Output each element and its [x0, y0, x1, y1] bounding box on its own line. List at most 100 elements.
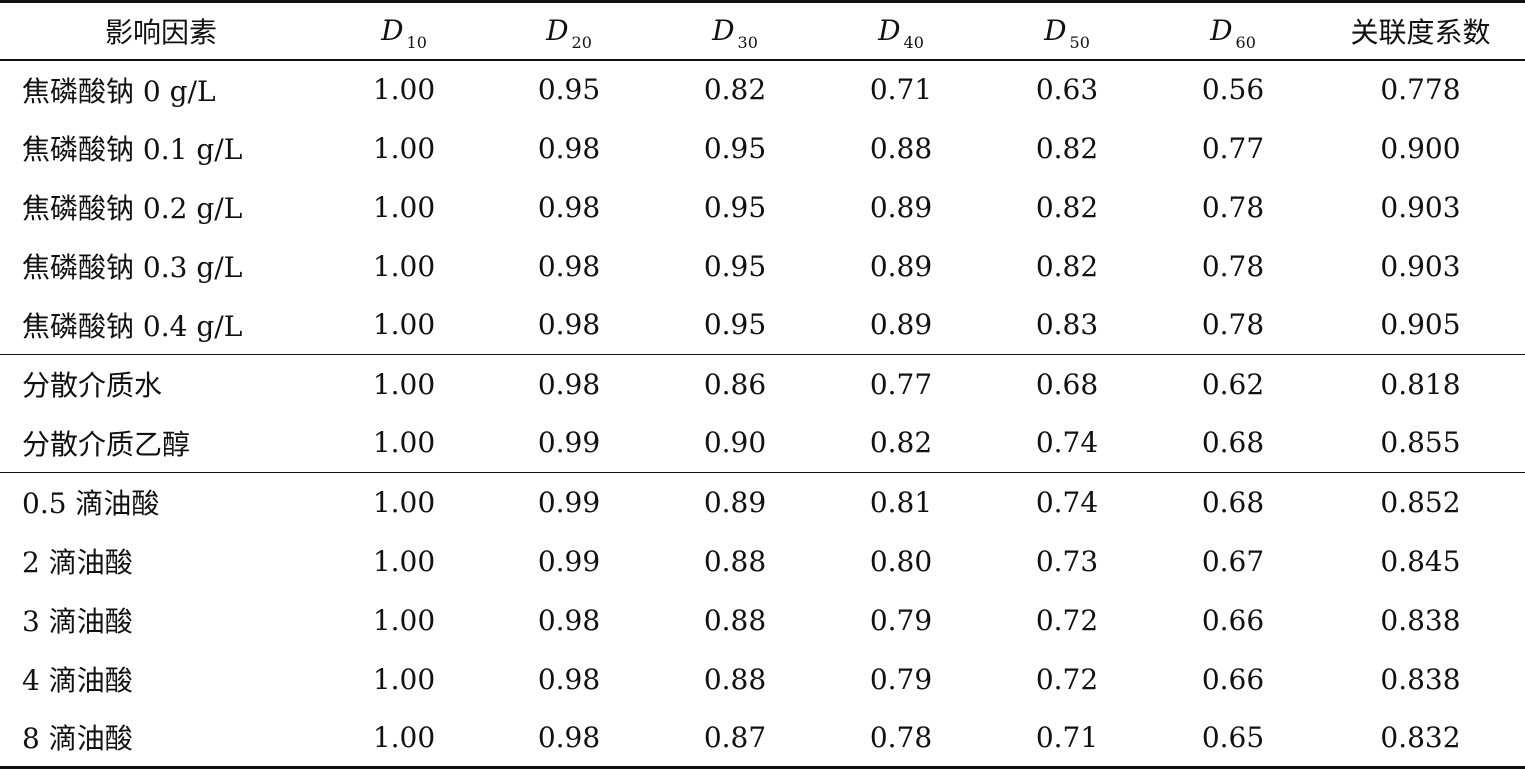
cell-d40: 0.78 — [818, 708, 984, 769]
cell-d20: 0.99 — [537, 544, 601, 578]
row-label: 8 滴油酸 — [0, 708, 322, 769]
header-coef: 关联度系数 — [1316, 0, 1525, 61]
cell-d30: 0.82 — [703, 73, 767, 106]
table-row: 焦磷酸钠 0.1 g/L 1.00 0.98 0.95 0.88 0.82 0.… — [0, 119, 1525, 178]
cell-d40: 0.71 — [869, 73, 933, 106]
cell-d50: 0.71 — [984, 708, 1150, 769]
cell-d50: 0.83 — [1035, 308, 1099, 342]
cell-d20: 0.98 — [537, 190, 601, 224]
header-d-symbol: D — [381, 14, 404, 48]
cell-d50: 0.73 — [1035, 544, 1099, 578]
cell-d60: 0.66 — [1201, 603, 1265, 637]
cell-d20: 0.98 — [537, 603, 601, 637]
cell-d40: 0.79 — [869, 603, 933, 637]
cell-d10: 1.00 — [372, 308, 436, 342]
cell-d50: 0.72 — [1035, 603, 1099, 637]
header-d-subscript: 10 — [406, 33, 427, 53]
header-d40: D 40 — [818, 0, 984, 61]
cell-coef: 0.818 — [1316, 354, 1525, 414]
cell-d30: 0.88 — [703, 544, 767, 578]
cell-coef: 0.845 — [1380, 544, 1461, 578]
cell-d20: 0.99 — [537, 426, 601, 460]
cell-d10: 1.00 — [322, 708, 486, 769]
cell-coef: 0.855 — [1380, 426, 1461, 460]
header-d-subscript: 40 — [903, 33, 924, 53]
cell-d50: 0.82 — [1035, 190, 1099, 224]
cell-d20: 0.98 — [537, 131, 601, 165]
table-row: 分散介质乙醇 1.00 0.99 0.90 0.82 0.74 0.68 0.8… — [0, 414, 1525, 473]
cell-d30: 0.87 — [652, 708, 818, 769]
cell-d20: 0.98 — [537, 249, 601, 283]
table-row: 焦磷酸钠 0.4 g/L 1.00 0.98 0.95 0.89 0.83 0.… — [0, 296, 1525, 355]
table-header: 影响因素 D 10 D 20 D 30 D 40 D 50 D 60 关联度系数 — [0, 0, 1525, 61]
cell-d40: 0.89 — [869, 190, 933, 224]
header-d50: D 50 — [984, 0, 1150, 61]
cell-d50: 0.63 — [1035, 73, 1099, 106]
cell-d40: 0.81 — [818, 472, 984, 532]
cell-d60: 0.78 — [1201, 190, 1265, 224]
header-d-subscript: 20 — [571, 33, 592, 53]
table-row: 8 滴油酸 1.00 0.98 0.87 0.78 0.71 0.65 0.83… — [0, 708, 1525, 769]
cell-d40: 0.89 — [869, 249, 933, 283]
cell-d20: 0.99 — [486, 472, 652, 532]
row-label: 焦磷酸钠 0 g/L — [22, 74, 216, 108]
cell-d30: 0.95 — [703, 190, 767, 224]
header-d-subscript: 60 — [1235, 33, 1256, 53]
cell-d10: 1.00 — [322, 354, 486, 414]
cell-d50: 0.68 — [984, 354, 1150, 414]
row-label: 焦磷酸钠 0.1 g/L — [22, 133, 243, 166]
cell-d50: 0.82 — [1035, 131, 1099, 165]
cell-d10: 1.00 — [372, 426, 436, 460]
cell-d30: 0.88 — [703, 662, 767, 696]
cell-d10: 1.00 — [372, 190, 436, 224]
table-body: 焦磷酸钠 0 g/L 1.00 0.95 0.82 0.71 0.63 0.56… — [0, 60, 1525, 769]
cell-coef: 0.900 — [1380, 131, 1461, 165]
header-row: 影响因素 D 10 D 20 D 30 D 40 D 50 D 60 关联度系数 — [0, 0, 1525, 61]
cell-d50: 0.74 — [984, 472, 1150, 532]
cell-coef: 0.838 — [1380, 662, 1461, 696]
table-row: 2 滴油酸 1.00 0.99 0.88 0.80 0.73 0.67 0.84… — [0, 532, 1525, 591]
cell-d30: 0.89 — [652, 472, 818, 532]
cell-d40: 0.79 — [869, 662, 933, 696]
table-row: 4 滴油酸 1.00 0.98 0.88 0.79 0.72 0.66 0.83… — [0, 650, 1525, 709]
cell-d40: 0.89 — [869, 308, 933, 342]
cell-d50: 0.82 — [1035, 249, 1099, 283]
cell-d10: 1.00 — [372, 249, 436, 283]
cell-d60: 0.62 — [1150, 354, 1316, 414]
cell-d60: 0.77 — [1201, 131, 1265, 165]
cell-d20: 0.98 — [537, 662, 601, 696]
header-factor: 影响因素 — [0, 0, 322, 61]
cell-coef: 0.852 — [1316, 472, 1525, 532]
cell-d10: 1.00 — [372, 603, 436, 637]
cell-d40: 0.82 — [869, 426, 933, 460]
cell-d60: 0.66 — [1201, 662, 1265, 696]
row-label: 3 滴油酸 — [22, 605, 133, 638]
header-d10: D 10 — [322, 0, 486, 61]
cell-d60: 0.68 — [1150, 472, 1316, 532]
table-row: 焦磷酸钠 0.2 g/L 1.00 0.98 0.95 0.89 0.82 0.… — [0, 178, 1525, 237]
cell-coef: 0.903 — [1380, 190, 1461, 224]
row-label: 4 滴油酸 — [22, 664, 133, 697]
cell-d30: 0.95 — [703, 308, 767, 342]
row-label: 焦磷酸钠 0.3 g/L — [22, 251, 243, 284]
table-row: 3 滴油酸 1.00 0.98 0.88 0.79 0.72 0.66 0.83… — [0, 591, 1525, 650]
cell-d60: 0.56 — [1201, 73, 1265, 106]
row-label: 2 滴油酸 — [22, 546, 133, 579]
cell-d40: 0.77 — [818, 354, 984, 414]
cell-d20: 0.98 — [537, 308, 601, 342]
cell-d60: 0.78 — [1201, 308, 1265, 342]
header-d-subscript: 30 — [737, 33, 758, 53]
row-label: 焦磷酸钠 0.4 g/L — [22, 309, 243, 343]
header-d-symbol: D — [1210, 14, 1233, 48]
table-row: 分散介质水 1.00 0.98 0.86 0.77 0.68 0.62 0.81… — [0, 354, 1525, 414]
cell-d10: 1.00 — [372, 544, 436, 578]
header-d60: D 60 — [1150, 0, 1316, 61]
cell-d10: 1.00 — [322, 472, 486, 532]
table-row: 焦磷酸钠 0 g/L 1.00 0.95 0.82 0.71 0.63 0.56… — [0, 60, 1525, 119]
cell-d30: 0.88 — [703, 603, 767, 637]
cell-d60: 0.78 — [1201, 249, 1265, 283]
row-label: 0.5 滴油酸 — [0, 472, 322, 532]
header-d-symbol: D — [878, 14, 901, 48]
cell-d10: 1.00 — [372, 131, 436, 165]
